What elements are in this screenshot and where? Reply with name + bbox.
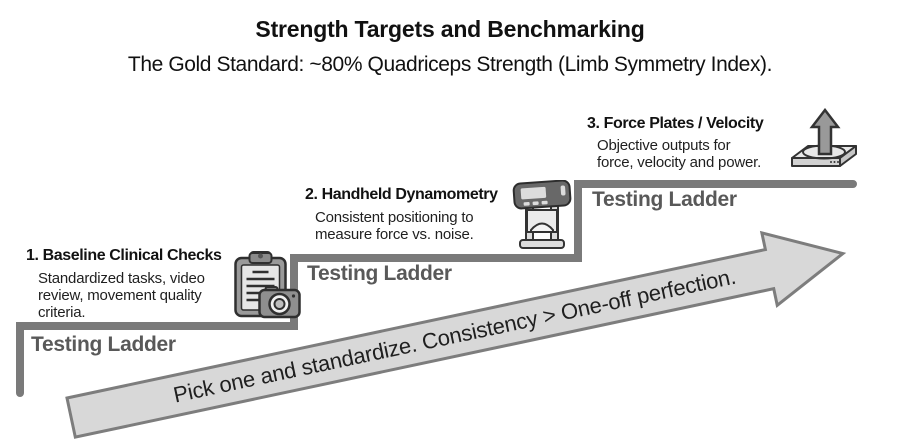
step2-desc-line2: measure force vs. noise. [315,226,474,243]
page-title: Strength Targets and Benchmarking [255,16,645,42]
step1-desc-line2: review, movement quality [38,287,202,304]
step3-number: 3. [587,115,600,132]
clipboard-camera-icon [234,251,301,319]
step1-title-text: Baseline Clinical Checks [42,247,222,264]
ladder-steps-line [16,180,857,397]
step3-title: 3. Force Plates / Velocity [587,115,764,133]
step2-ladder-label: Testing Ladder [307,262,452,285]
step1-number: 1. [26,247,39,264]
step1-ladder-label: Testing Ladder [31,333,176,356]
dynamometer-icon [512,180,572,249]
step3-ladder-label: Testing Ladder [592,188,737,211]
step2-number: 2. [305,186,318,203]
step1-title: 1. Baseline Clinical Checks [26,247,222,265]
step3-description: Objective outputs for force, velocity an… [597,137,761,171]
force-plate-icon [791,108,857,167]
step3-desc-line2: force, velocity and power. [597,154,762,171]
step2-title-text: Handheld Dynamometry [321,186,498,203]
step3-title-text: Force Plates / Velocity [603,115,764,132]
step1-desc-line3: criteria. [38,304,86,321]
step2-title: 2. Handheld Dynamometry [305,186,498,204]
momentum-arrow [65,230,847,439]
step1-description: Standardized tasks, video review, moveme… [38,270,205,321]
step1-desc-line1: Standardized tasks, video [38,270,205,287]
step2-desc-line1: Consistent positioning to [315,209,474,226]
step3-desc-line1: Objective outputs for [597,137,731,154]
step2-description: Consistent positioning to measure force … [315,209,474,243]
page-subtitle: The Gold Standard: ~80% Quadriceps Stren… [127,53,773,76]
